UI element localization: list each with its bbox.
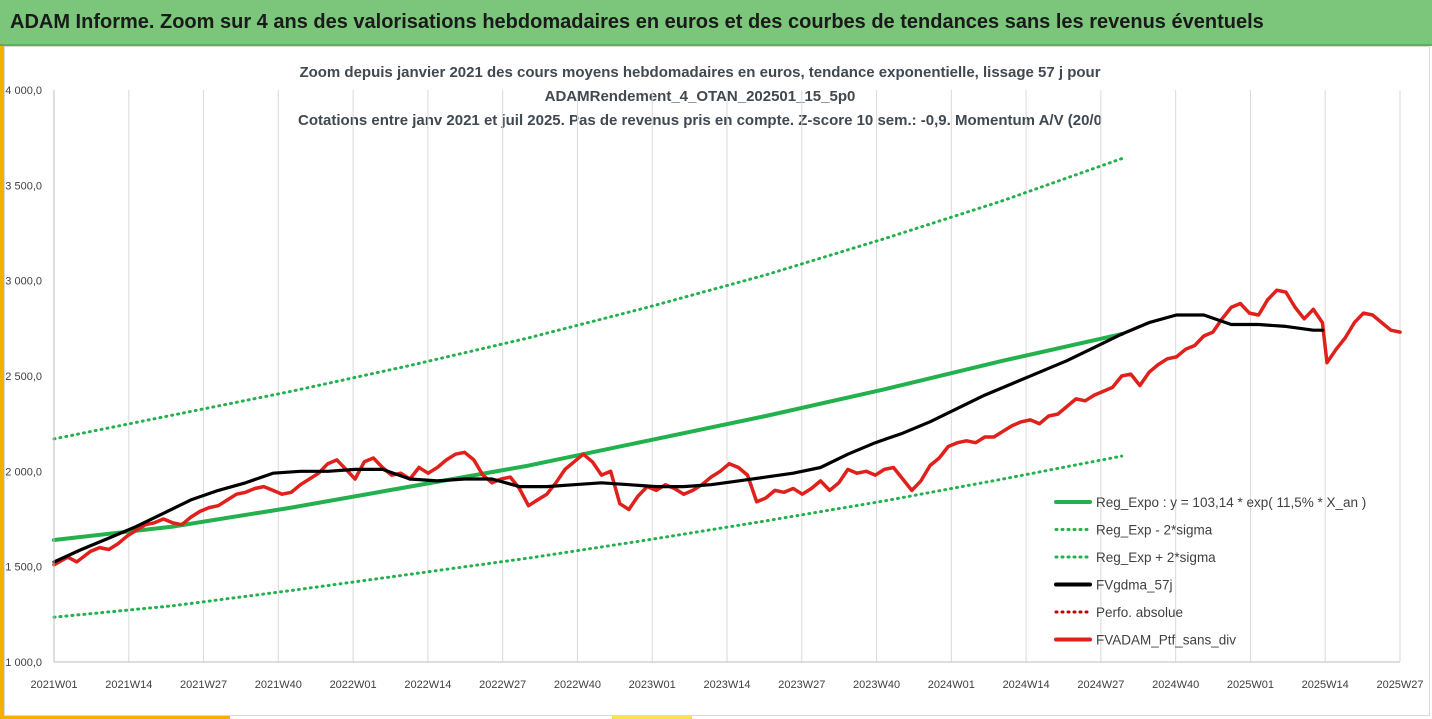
y-tick-label: 1 000,0 (5, 657, 42, 669)
x-tick-label: 2024W40 (1152, 679, 1199, 691)
x-tick-label: 2022W27 (479, 679, 526, 691)
legend-entry-label: FVgdma_57j (1096, 578, 1173, 593)
legend-entry-label: Reg_Expo : y = 103,14 * exp( 11,5% * X_a… (1096, 495, 1366, 510)
chart-title-line-2: ADAMRendement_4_OTAN_202501_15_5p0 (544, 88, 856, 105)
x-tick-label: 2025W27 (1376, 679, 1423, 691)
page-title: ADAM Informe. Zoom sur 4 ans des valoris… (10, 11, 1264, 33)
y-tick-label: 3 000,0 (5, 276, 42, 288)
x-tick-label: 2021W01 (30, 679, 77, 691)
y-tick-label: 2 000,0 (5, 466, 42, 478)
header-bar: ADAM Informe. Zoom sur 4 ans des valoris… (0, 0, 1432, 46)
frame-accent-bottom-2 (612, 716, 692, 719)
series-line-2 (52, 157, 1124, 441)
x-tick-label: 2021W27 (180, 679, 227, 691)
x-tick-label: 2022W40 (554, 679, 601, 691)
x-tick-label: 2024W01 (928, 679, 975, 691)
y-tick-label: 4 000,0 (5, 85, 42, 97)
y-tick-label: 3 500,0 (5, 180, 42, 192)
series-line-0 (52, 332, 1124, 542)
x-tick-label: 2023W40 (853, 679, 900, 691)
x-tick-label: 2021W14 (105, 679, 152, 691)
x-tick-label: 2022W01 (330, 679, 377, 691)
x-tick-label: 2023W14 (703, 679, 750, 691)
series-line-5 (52, 288, 1402, 567)
frame-accent-left (0, 46, 4, 719)
legend-entry-label: Reg_Exp + 2*sigma (1096, 550, 1216, 565)
x-tick-label: 2024W14 (1003, 679, 1050, 691)
legend-entry-label: Perfo. absolue (1096, 605, 1183, 620)
x-tick-label: 2021W40 (255, 679, 302, 691)
y-tick-label: 2 500,0 (5, 371, 42, 383)
y-tick-label: 1 500,0 (5, 562, 42, 574)
series-line-1 (52, 454, 1124, 619)
legend-entry-label: Reg_Exp - 2*sigma (1096, 523, 1213, 538)
chart-title-line-3: Cotations entre janv 2021 et juil 2025. … (298, 112, 1102, 129)
x-tick-label: 2025W14 (1302, 679, 1349, 691)
x-tick-label: 2022W14 (404, 679, 451, 691)
legend-entry-label: FVADAM_Ptf_sans_div (1096, 633, 1236, 648)
frame-accent-bottom (0, 716, 230, 719)
chart-title-line-1: Zoom depuis janvier 2021 des cours moyen… (299, 64, 1101, 81)
chart-area (4, 46, 1430, 716)
x-tick-label: 2023W01 (629, 679, 676, 691)
series-line-3 (52, 313, 1325, 564)
x-tick-label: 2025W01 (1227, 679, 1274, 691)
x-tick-label: 2023W27 (778, 679, 825, 691)
x-tick-label: 2024W27 (1077, 679, 1124, 691)
